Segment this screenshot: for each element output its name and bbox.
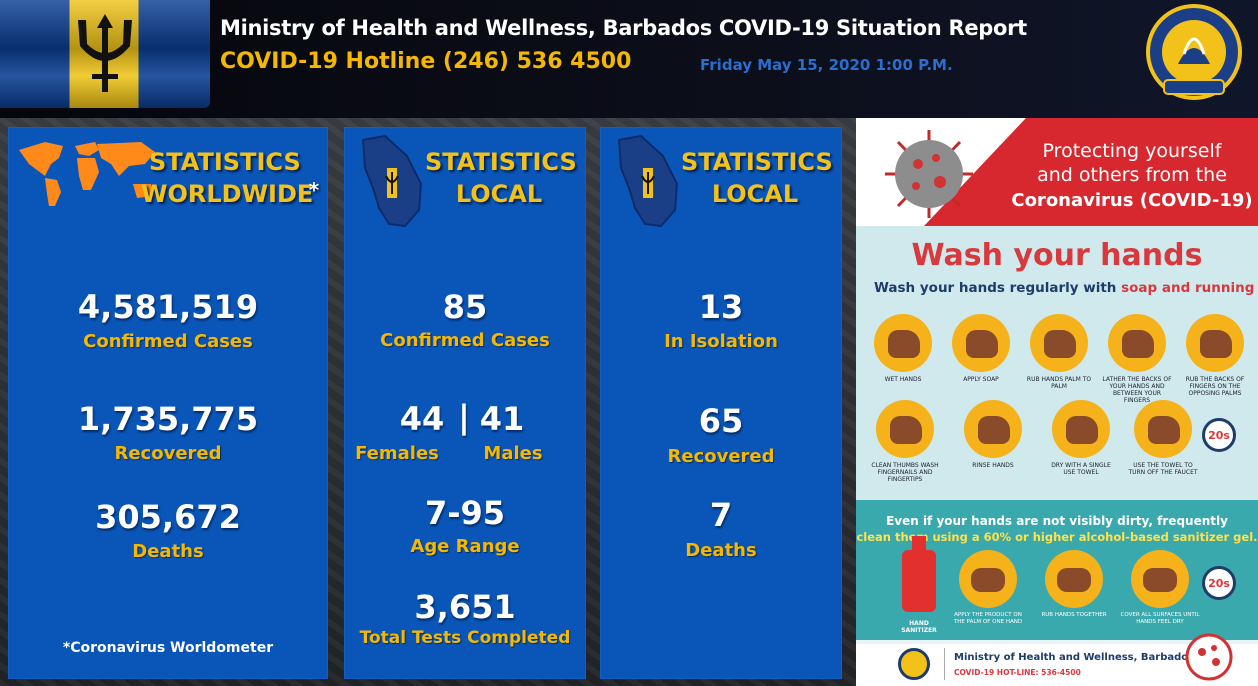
- ministry-logo-small: [898, 648, 930, 680]
- step-backs-of-fingers: RUB THE BACKS OF FINGERS ON THE OPPOSING…: [1180, 314, 1250, 397]
- age-range-value: 7-95: [424, 494, 506, 532]
- panel-heading-line1: STATISTICS: [681, 148, 833, 176]
- poster-title-line3: Coronavirus (COVID-19): [1011, 190, 1253, 211]
- sanitizer-step-rub: RUB HANDS TOGETHER: [1034, 550, 1114, 619]
- report-header: Ministry of Health and Wellness, Barbado…: [0, 0, 1258, 118]
- ministry-seal-logo: [1146, 4, 1242, 100]
- local-statistics-panel-outcomes: STATISTICS LOCAL 13 In Isolation 65 Reco…: [600, 127, 842, 679]
- worldwide-confirmed-label: Confirmed Cases: [83, 331, 253, 352]
- trident-icon: [78, 14, 132, 92]
- poster-title-line1: Protecting yourself: [1042, 140, 1222, 162]
- step-thumbs-fingertips: CLEAN THUMBS WASH FINGERNAILS AND FINGER…: [870, 400, 940, 483]
- step-apply-soap: APPLY SOAP: [946, 314, 1016, 383]
- source-footnote: *Coronavirus Worldometer: [62, 640, 274, 656]
- isolation-label: In Isolation: [664, 331, 778, 352]
- worldwide-statistics-panel: STATISTICS WORLDWIDE * 4,581,519 Confirm…: [8, 127, 328, 679]
- barbados-flag: [0, 0, 210, 108]
- total-tests-label: Total Tests Completed: [359, 628, 571, 648]
- gender-separator: |: [458, 398, 470, 436]
- step-dry-towel: DRY WITH A SINGLE USE TOWEL: [1046, 400, 1116, 476]
- poster-title-line2: and others from the: [1037, 164, 1227, 186]
- world-map-icon: [19, 142, 155, 206]
- isolation-value: 13: [698, 288, 744, 326]
- footer-hotline: COVID-19 HOT-LINE: 536-4500: [954, 668, 1081, 677]
- panel-heading-line2: WORLDWIDE: [141, 180, 314, 208]
- local-deaths-value: 7: [709, 496, 733, 534]
- coronavirus-icon: [885, 130, 973, 218]
- wash-hands-title: Wash your hands: [911, 238, 1203, 273]
- worldwide-recovered-label: Recovered: [114, 443, 222, 464]
- panel-heading-line2: LOCAL: [711, 180, 799, 208]
- local-recovered-value: 65: [698, 402, 744, 440]
- footer-org-name: Ministry of Health and Wellness, Barbado…: [954, 652, 1195, 663]
- sanitizer-bottle-icon: [902, 536, 936, 612]
- timer-20s-icon: 20s: [1202, 566, 1236, 600]
- panel-heading-line1: STATISTICS: [425, 148, 577, 176]
- females-value: 44: [399, 400, 445, 438]
- step-wet-hands: WET HANDS: [868, 314, 938, 383]
- step-lather-backs: LATHER THE BACKS OF YOUR HANDS AND BETWE…: [1102, 314, 1172, 404]
- local-confirmed-value: 85: [442, 288, 488, 326]
- report-date: Friday May 15, 2020 1:00 P.M.: [700, 56, 953, 74]
- handwashing-poster: Protecting yourself and others from the …: [856, 118, 1258, 686]
- step-palm-to-palm: RUB HANDS PALM TO PALM: [1024, 314, 1094, 390]
- females-label: Females: [355, 443, 439, 464]
- males-value: 41: [479, 400, 525, 438]
- step-rinse-hands: RINSE HANDS: [958, 400, 1028, 469]
- local-recovered-label: Recovered: [667, 446, 775, 467]
- coronavirus-icon: [1185, 633, 1233, 681]
- age-range-label: Age Range: [410, 536, 520, 557]
- worldwide-deaths-label: Deaths: [132, 541, 204, 562]
- sanitizer-text-line1: Even if your hands are not visibly dirty…: [886, 514, 1228, 528]
- worldwide-confirmed-value: 4,581,519: [77, 288, 259, 326]
- barbados-map-icon: [617, 134, 679, 228]
- panel-heading-line2: LOCAL: [455, 180, 543, 208]
- report-title: Ministry of Health and Wellness, Barbado…: [220, 16, 1027, 40]
- local-statistics-panel-cases: STATISTICS LOCAL 85 Confirmed Cases 44 |…: [344, 127, 586, 679]
- sanitizer-text-line2: clean them using a 60% or higher alcohol…: [856, 530, 1258, 544]
- total-tests-value: 3,651: [414, 588, 516, 626]
- panel-heading-line1: STATISTICS: [149, 148, 301, 176]
- worldwide-deaths-value: 305,672: [95, 498, 241, 536]
- sanitizer-bottle-label: HAND SANITIZER: [901, 620, 937, 634]
- sanitizer-step-cover: COVER ALL SURFACES UNTIL HANDS FEEL DRY: [1120, 550, 1200, 626]
- barbados-map-icon: [361, 134, 423, 228]
- wash-hands-subtitle: Wash your hands regularly with soap and …: [874, 280, 1258, 296]
- timer-20s-icon: 20s: [1202, 418, 1236, 452]
- worldwide-recovered-value: 1,735,775: [77, 400, 259, 438]
- sanitizer-step-apply: APPLY THE PRODUCT ON THE PALM OF ONE HAN…: [948, 550, 1028, 626]
- heading-asterisk: *: [308, 178, 320, 202]
- local-deaths-label: Deaths: [685, 540, 757, 561]
- step-turn-off-faucet: USE THE TOWEL TO TURN OFF THE FAUCET: [1128, 400, 1198, 476]
- males-label: Males: [483, 443, 543, 464]
- local-confirmed-label: Confirmed Cases: [380, 330, 550, 351]
- hotline-number: COVID-19 Hotline (246) 536 4500: [220, 49, 632, 74]
